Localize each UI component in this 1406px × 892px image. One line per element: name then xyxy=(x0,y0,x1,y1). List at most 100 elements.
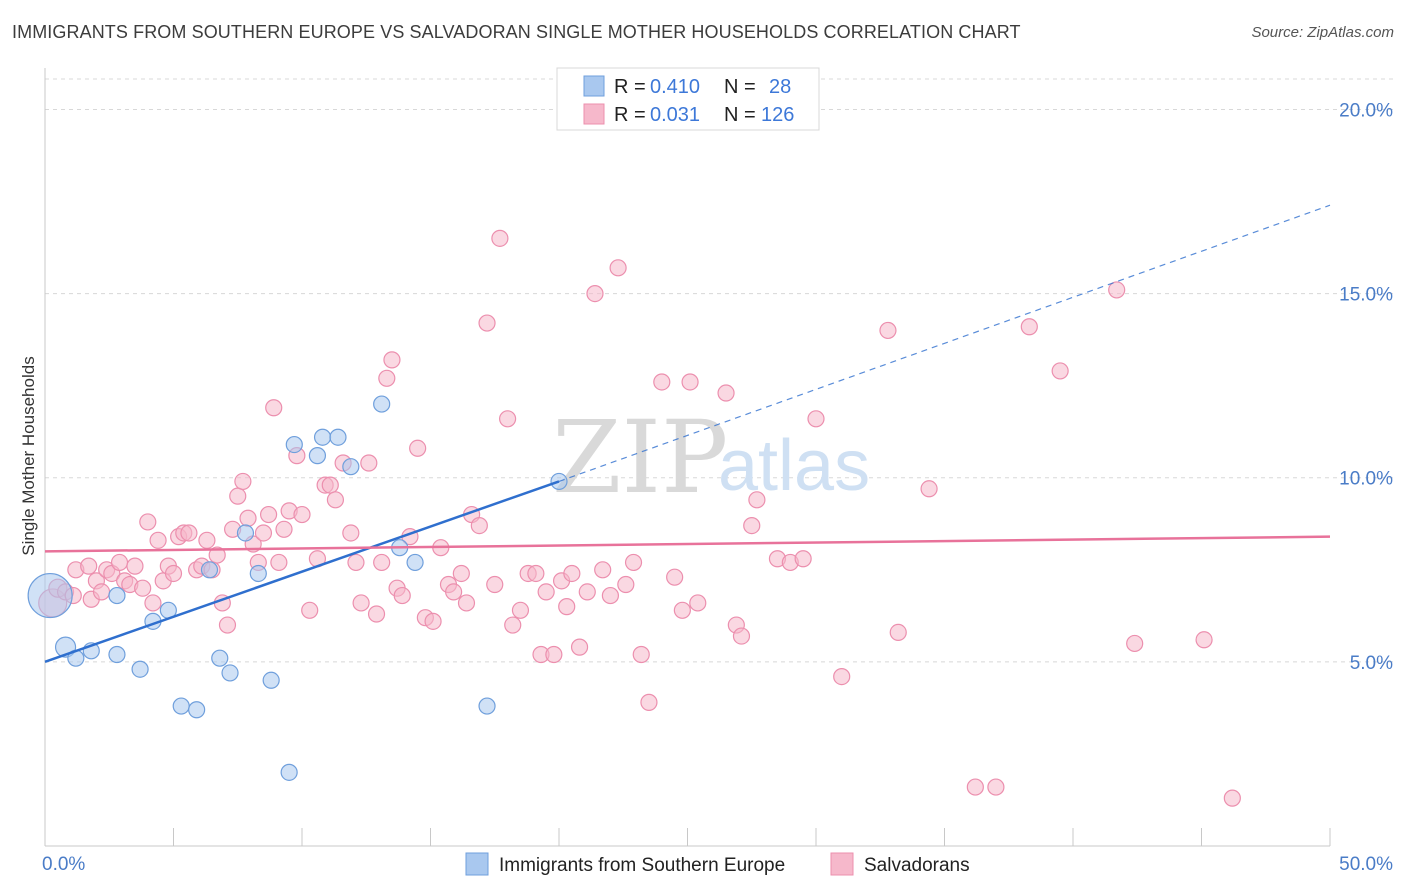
pink-point xyxy=(491,229,509,247)
trend-line-pink xyxy=(44,535,1331,553)
pink-point xyxy=(275,520,293,538)
pink-point xyxy=(383,351,401,369)
legend-n-label-blue: N = xyxy=(724,76,756,98)
pink-point xyxy=(563,564,581,583)
pink-point xyxy=(794,550,812,568)
pink-point xyxy=(134,579,152,597)
pink-point xyxy=(504,616,522,634)
pink-point xyxy=(558,598,576,616)
legend-n-value-blue: 28 xyxy=(769,76,791,98)
legend-r-label-pink: R = xyxy=(614,104,646,126)
pink-point xyxy=(717,384,735,402)
blue-point xyxy=(373,395,391,413)
blue-point xyxy=(406,553,424,572)
y-axis-ticks: 5.0% 10.0% 15.0% 20.0% xyxy=(1339,100,1393,673)
pink-point xyxy=(342,524,360,542)
y-tick-label: 15.0% xyxy=(1339,285,1393,306)
legend-n-label-pink: N = xyxy=(724,104,756,126)
blue-point xyxy=(342,458,360,476)
pink-point xyxy=(920,480,938,498)
pink-point xyxy=(1223,789,1241,807)
legend-swatch-blue xyxy=(583,75,605,97)
pink-point xyxy=(367,605,386,623)
pink-point xyxy=(1126,634,1144,653)
blue-point xyxy=(236,524,255,542)
pink-point xyxy=(164,564,183,583)
blue-point xyxy=(211,649,229,667)
pink-point xyxy=(689,594,707,612)
blue-point xyxy=(200,561,219,579)
x-tick-label: 0.0% xyxy=(42,854,85,875)
pink-point xyxy=(879,321,897,340)
bottom-legend-label-blue: Immigrants from Southern Europe xyxy=(499,855,785,876)
pink-point xyxy=(537,583,555,601)
pink-point xyxy=(270,553,288,572)
pink-point xyxy=(1195,631,1213,649)
x-axis-ticks: 0.0% 50.0% xyxy=(42,828,1393,875)
pink-point xyxy=(1051,362,1069,380)
pink-point xyxy=(424,612,442,630)
bottom-legend-swatch-pink xyxy=(830,852,854,876)
pink-point xyxy=(1108,281,1126,299)
pink-point xyxy=(1020,318,1038,336)
pink-point xyxy=(681,373,699,391)
pink-point xyxy=(640,693,658,711)
trend-lines xyxy=(44,204,1331,664)
pink-point xyxy=(110,553,129,572)
legend-r-value-pink: 0.031 xyxy=(650,104,700,126)
source-label: Source: ZipAtlas.com xyxy=(1251,24,1394,41)
pink-point xyxy=(807,410,825,428)
watermark-atlas: atlas xyxy=(718,426,870,506)
blue-point xyxy=(188,701,206,719)
watermark-zip: ZIP xyxy=(552,399,728,516)
watermark: ZIP atlas xyxy=(552,399,870,516)
pink-point xyxy=(92,583,111,601)
series-immigrants-southern-europe xyxy=(27,395,568,781)
y-axis-label: Single Mother Households xyxy=(19,356,38,555)
pink-point xyxy=(673,601,691,619)
y-tick-label: 5.0% xyxy=(1350,653,1393,674)
grid-lines xyxy=(45,78,1394,663)
blue-point xyxy=(313,428,332,446)
pink-point xyxy=(352,594,370,612)
bottom-legend-swatch-blue xyxy=(465,852,489,876)
pink-point xyxy=(578,583,596,601)
bottom-legend: Immigrants from Southern Europe Salvador… xyxy=(465,852,970,876)
blue-point xyxy=(308,447,327,465)
pink-point xyxy=(743,517,761,535)
pink-point xyxy=(833,667,851,686)
pink-point xyxy=(373,553,391,572)
legend-r-label-blue: R = xyxy=(614,76,646,98)
chart-title: IMMIGRANTS FROM SOUTHERN EUROPE VS SALVA… xyxy=(12,22,1021,42)
pink-point xyxy=(208,546,226,564)
pink-point xyxy=(966,778,984,796)
pink-point xyxy=(139,513,157,531)
blue-point xyxy=(329,428,347,446)
pink-point xyxy=(229,487,247,505)
pink-point xyxy=(511,601,530,619)
trend-line-blue xyxy=(44,480,560,664)
pink-point xyxy=(653,373,671,391)
y-tick-label: 10.0% xyxy=(1339,469,1393,490)
legend: R = 0.410 N = 28 R = 0.031 N = 126 xyxy=(556,67,820,131)
pink-point xyxy=(259,505,278,524)
blue-point xyxy=(249,564,267,583)
pink-point xyxy=(326,491,345,509)
bottom-legend-label-pink: Salvadorans xyxy=(864,855,970,876)
pink-point xyxy=(239,509,257,527)
series-salvadorans xyxy=(38,229,1241,807)
pink-point xyxy=(527,564,545,583)
legend-r-value-blue: 0.410 xyxy=(650,76,700,98)
pink-point xyxy=(987,778,1005,796)
blue-point xyxy=(108,645,126,664)
pink-point xyxy=(624,553,643,572)
pink-point xyxy=(666,568,684,586)
pink-point xyxy=(360,454,378,472)
blue-point xyxy=(280,763,298,781)
pink-point xyxy=(347,553,365,572)
pink-point xyxy=(254,524,273,542)
pink-point xyxy=(234,472,252,491)
blue-point xyxy=(108,586,126,605)
pink-point xyxy=(732,627,751,645)
pink-point xyxy=(889,623,907,642)
